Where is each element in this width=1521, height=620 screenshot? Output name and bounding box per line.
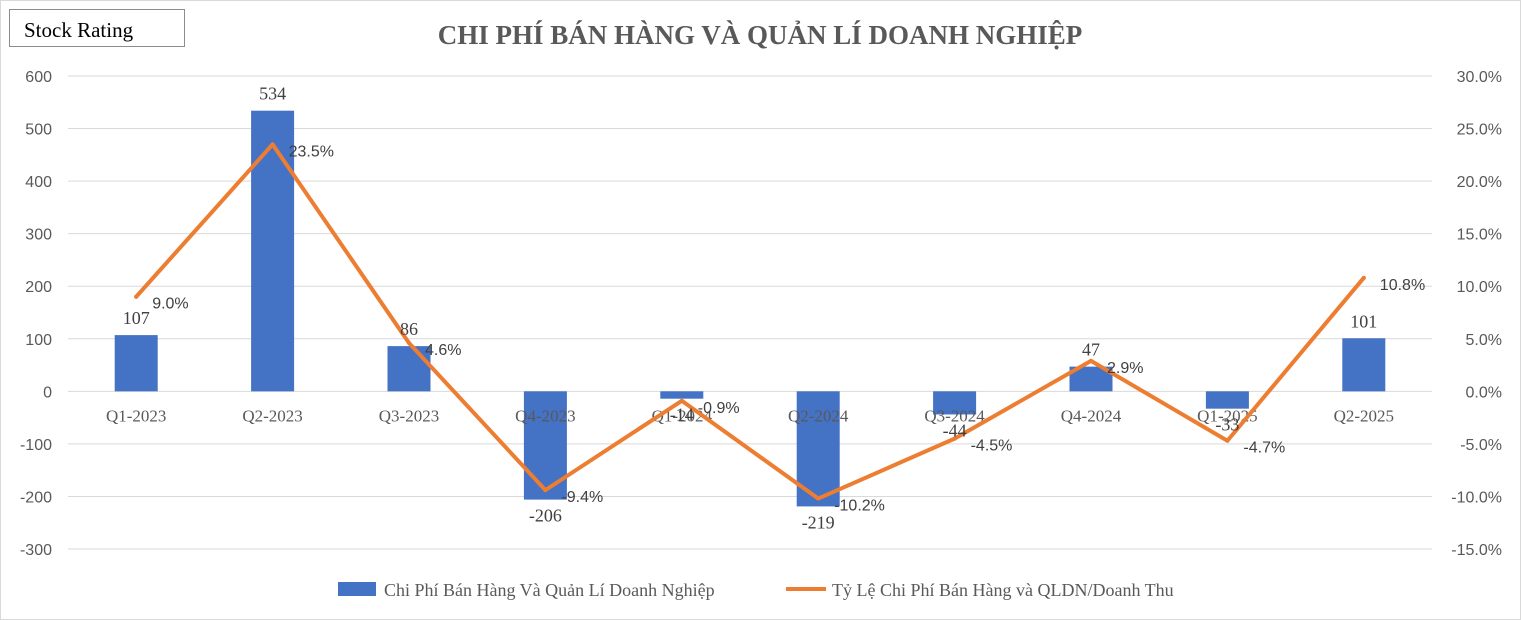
line-value-label: 2.9% (1107, 360, 1143, 377)
line-point (679, 398, 684, 403)
bar-series (114, 110, 1386, 507)
category-label: Q1-2023 (106, 406, 166, 425)
bar-value-label: 86 (400, 319, 418, 339)
line-value-label: 23.5% (289, 143, 334, 160)
line-point (952, 436, 957, 441)
gridlines (68, 75, 1432, 550)
left-tick-label: 600 (25, 69, 52, 86)
category-label: Q4-2024 (1061, 406, 1122, 425)
line-value-label: -4.5% (971, 438, 1013, 455)
legend-label-line: Tỷ Lệ Chi Phí Bán Hàng và QLDN/Doanh Thu (832, 580, 1174, 600)
bar (114, 335, 158, 392)
category-label: Q3-2024 (924, 406, 985, 425)
data-labels: 107 534 86 -206 -14 -219 -44 47 -33 101 9.0% 23.5% 4… (123, 84, 1425, 533)
bar-value-label: 107 (123, 308, 150, 328)
left-axis: 600 500 400 300 200 100 0 -100 -200 -300 (20, 69, 52, 559)
bar-value-label: -33 (1215, 415, 1239, 435)
bar-value-label: -44 (943, 420, 967, 440)
right-tick-label: -15.0% (1451, 542, 1502, 559)
bar (1205, 391, 1249, 409)
left-tick-label: 200 (25, 279, 52, 296)
left-tick-label: 300 (25, 227, 52, 244)
right-tick-label: 5.0% (1466, 332, 1502, 349)
chart-title: CHI PHÍ BÁN HÀNG VÀ QUẢN LÍ DOANH NGHIỆP (438, 20, 1083, 50)
category-label: Q3-2023 (379, 406, 439, 425)
line-point (407, 340, 411, 345)
right-tick-label: 15.0% (1457, 227, 1502, 244)
line-value-label: -9.4% (561, 489, 603, 506)
right-axis: 30.0% 25.0% 20.0% 15.0% 10.0% 5.0% 0.0% -5.0% -1… (1451, 69, 1502, 559)
line-point (1225, 438, 1230, 443)
left-tick-label: -300 (20, 542, 52, 559)
line-value-label: 9.0% (152, 296, 188, 313)
line-point (1089, 358, 1093, 363)
legend-swatch-bars (338, 582, 376, 596)
right-tick-label: 20.0% (1457, 174, 1502, 191)
right-tick-label: 30.0% (1457, 69, 1502, 86)
bar-value-label: -219 (802, 512, 835, 532)
left-tick-label: 400 (25, 174, 52, 191)
category-label: Q4-2023 (515, 406, 575, 425)
line-value-label: -10.2% (834, 498, 885, 515)
bar-value-label: -206 (529, 506, 562, 526)
category-label: Q2-2024 (788, 406, 849, 425)
line-point (816, 496, 821, 501)
bar-value-label: -14 (670, 405, 694, 425)
line-point (270, 142, 275, 147)
bar (660, 391, 704, 399)
category-label: Q2-2023 (242, 406, 302, 425)
line-value-label: -4.7% (1243, 440, 1285, 457)
line-point (543, 488, 548, 493)
legend: Chi Phí Bán Hàng Và Quản Lí Doanh Nghiệp… (338, 580, 1174, 600)
bar-value-label: 47 (1082, 340, 1100, 360)
bar (387, 346, 431, 392)
right-tick-label: -10.0% (1451, 489, 1502, 506)
line-point (134, 294, 139, 299)
right-tick-label: 10.0% (1457, 279, 1502, 296)
right-tick-label: -5.0% (1460, 437, 1502, 454)
line-value-label: 4.6% (425, 342, 461, 359)
line-point (1361, 275, 1366, 280)
line-series (134, 142, 1366, 501)
left-tick-label: -200 (20, 489, 52, 506)
bar (1342, 338, 1386, 392)
category-labels: Q1-2023 Q2-2023 Q3-2023 Q4-2023 Q1-2024 Q2-20… (106, 406, 1394, 425)
right-tick-label: 0.0% (1466, 384, 1502, 401)
left-tick-label: -100 (20, 437, 52, 454)
bar (933, 391, 977, 415)
bar-value-label: 101 (1350, 311, 1377, 331)
line-value-label: 10.8% (1380, 277, 1425, 294)
line-path (134, 142, 1366, 501)
line-value-label: -0.9% (698, 400, 740, 417)
left-tick-label: 500 (25, 122, 52, 139)
left-tick-label: 0 (43, 384, 52, 401)
legend-label-bars: Chi Phí Bán Hàng Và Quản Lí Doanh Nghiệp (384, 580, 715, 600)
category-label: Q2-2025 (1334, 406, 1394, 425)
right-tick-label: 25.0% (1457, 122, 1502, 139)
stock-rating-badge: Stock Rating (9, 9, 185, 47)
bar-value-label: 534 (259, 84, 286, 104)
left-tick-label: 100 (25, 332, 52, 349)
